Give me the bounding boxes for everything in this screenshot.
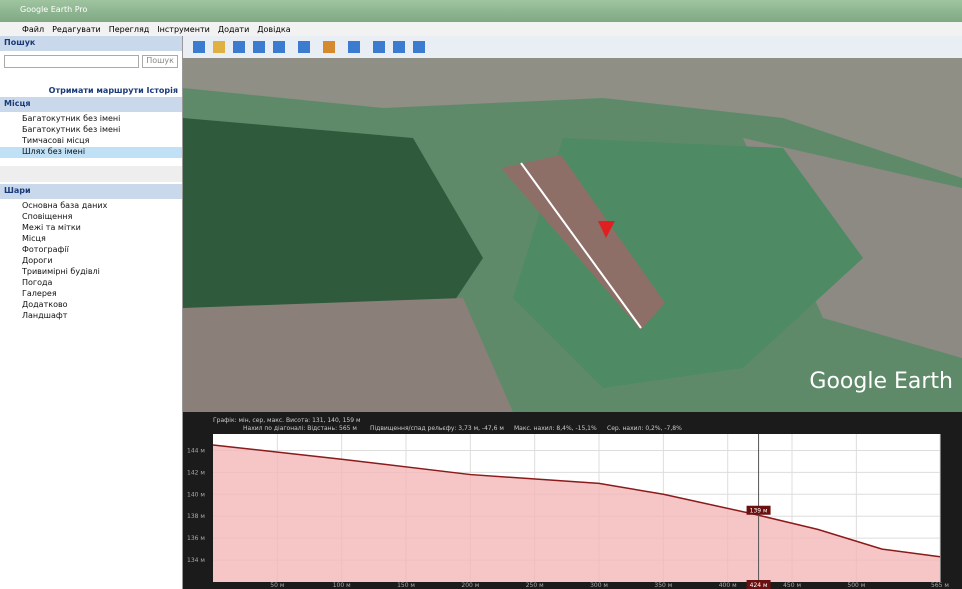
link[interactable]: Історія: [146, 86, 178, 95]
layers-list: Основна база даних Сповіщення Межі та мітк…: [0, 199, 182, 322]
menu-item[interactable]: Файл: [22, 24, 45, 34]
toolbar-icons: [193, 41, 425, 53]
cursor-marker: [746, 505, 771, 515]
place-item[interactable]: Шлях без імені: [0, 147, 182, 158]
y-tick-label: 140 м: [187, 491, 205, 498]
y-tick-label: 138 м: [187, 513, 205, 520]
y-tick-label: 134 м: [187, 557, 205, 564]
menu-item[interactable]: Інструменти: [157, 24, 210, 34]
x-tick-label: 500 м: [847, 582, 865, 589]
sidebar: Пошук Пошук Отримати маршрути Історія Мі…: [0, 36, 183, 589]
map-logo: Google Earth: [809, 369, 953, 394]
profile-stat: Підвищення/спад рельєфу: 3,73 м, -47,6 м: [370, 425, 504, 432]
profile-line: [212, 444, 941, 558]
profile-stat: Макс. нахил: 8,4%, -15,1%: [514, 425, 597, 432]
profile-stat: Сер. нахил: 0,2%, -7,8%: [607, 425, 682, 432]
cursor-x-label: 424 м: [750, 582, 768, 589]
y-tick-label: 136 м: [187, 535, 205, 542]
x-tick-label: 250 м: [526, 582, 544, 589]
y-tick-label: 144 м: [187, 447, 205, 454]
x-tick-label: 150 м: [397, 582, 415, 589]
layer-item[interactable]: Фотографії: [22, 245, 69, 254]
layers-header: Шари: [0, 184, 182, 199]
x-tick-label: 200 м: [461, 582, 479, 589]
x-tick-label: 400 м: [719, 582, 737, 589]
menu-item[interactable]: Довідка: [257, 24, 291, 34]
x-tick-label: 350 м: [654, 582, 672, 589]
x-tick-label: 50 м: [270, 582, 284, 589]
toolbar: [183, 36, 962, 58]
layer-item[interactable]: Основна база даних: [22, 201, 108, 210]
layer-item[interactable]: Дороги: [22, 256, 53, 265]
cursor-x-box: [746, 580, 771, 589]
layer-item[interactable]: Додатково: [22, 300, 68, 309]
cursor-elevation-label: 139 м: [750, 508, 768, 515]
layer-item[interactable]: Галерея: [22, 289, 57, 298]
place-item[interactable]: Тимчасові місця: [22, 136, 90, 145]
link[interactable]: Отримати маршрути: [48, 86, 144, 95]
x-tick-label: 450 м: [783, 582, 801, 589]
search-button[interactable]: Пошук: [142, 55, 178, 68]
x-tick-label: 565 м: [931, 582, 949, 589]
places-header: Місця: [0, 97, 182, 112]
y-tick-label: 142 м: [187, 469, 205, 476]
menu-item[interactable]: Перегляд: [108, 24, 150, 34]
layer-item[interactable]: Ландшафт: [22, 311, 68, 320]
profile-stat: Графік: мін, сер, макс. Висота: 131, 140…: [213, 417, 360, 424]
window-title: Google Earth Pro: [20, 5, 88, 14]
x-tick-label: 100 м: [333, 582, 351, 589]
menu-bar: Файл Редагувати Перегляд Інструменти Додати Д…: [0, 22, 962, 36]
menu-item[interactable]: Редагувати: [52, 24, 101, 34]
layer-item[interactable]: Погода: [22, 278, 53, 287]
layer-item[interactable]: Межі та мітки: [22, 223, 81, 232]
places-list: Багатокутник без імені Багатокутник без і…: [0, 112, 182, 164]
title-bar: Google Earth Pro: [0, 0, 962, 22]
map: Google Earth: [183, 58, 962, 412]
x-tick-label: 300 м: [590, 582, 608, 589]
place-item[interactable]: Багатокутник без імені: [22, 114, 121, 123]
elevation-profile: Графік: мін, сер, макс. Висота: 131, 140…: [183, 412, 962, 589]
layer-item[interactable]: Місця: [22, 234, 46, 243]
place-item[interactable]: Багатокутник без імені: [22, 125, 121, 134]
layer-item[interactable]: Сповіщення: [22, 212, 73, 221]
search-header: Пошук: [0, 36, 182, 51]
places-toolbar: [0, 166, 182, 182]
profile-stat: Нахил по діагоналі: Відстань: 565 м: [243, 425, 357, 432]
layer-item[interactable]: Тривимірні будівлі: [22, 267, 100, 276]
search-input[interactable]: [4, 55, 140, 68]
menu-item[interactable]: Додати: [217, 24, 250, 34]
